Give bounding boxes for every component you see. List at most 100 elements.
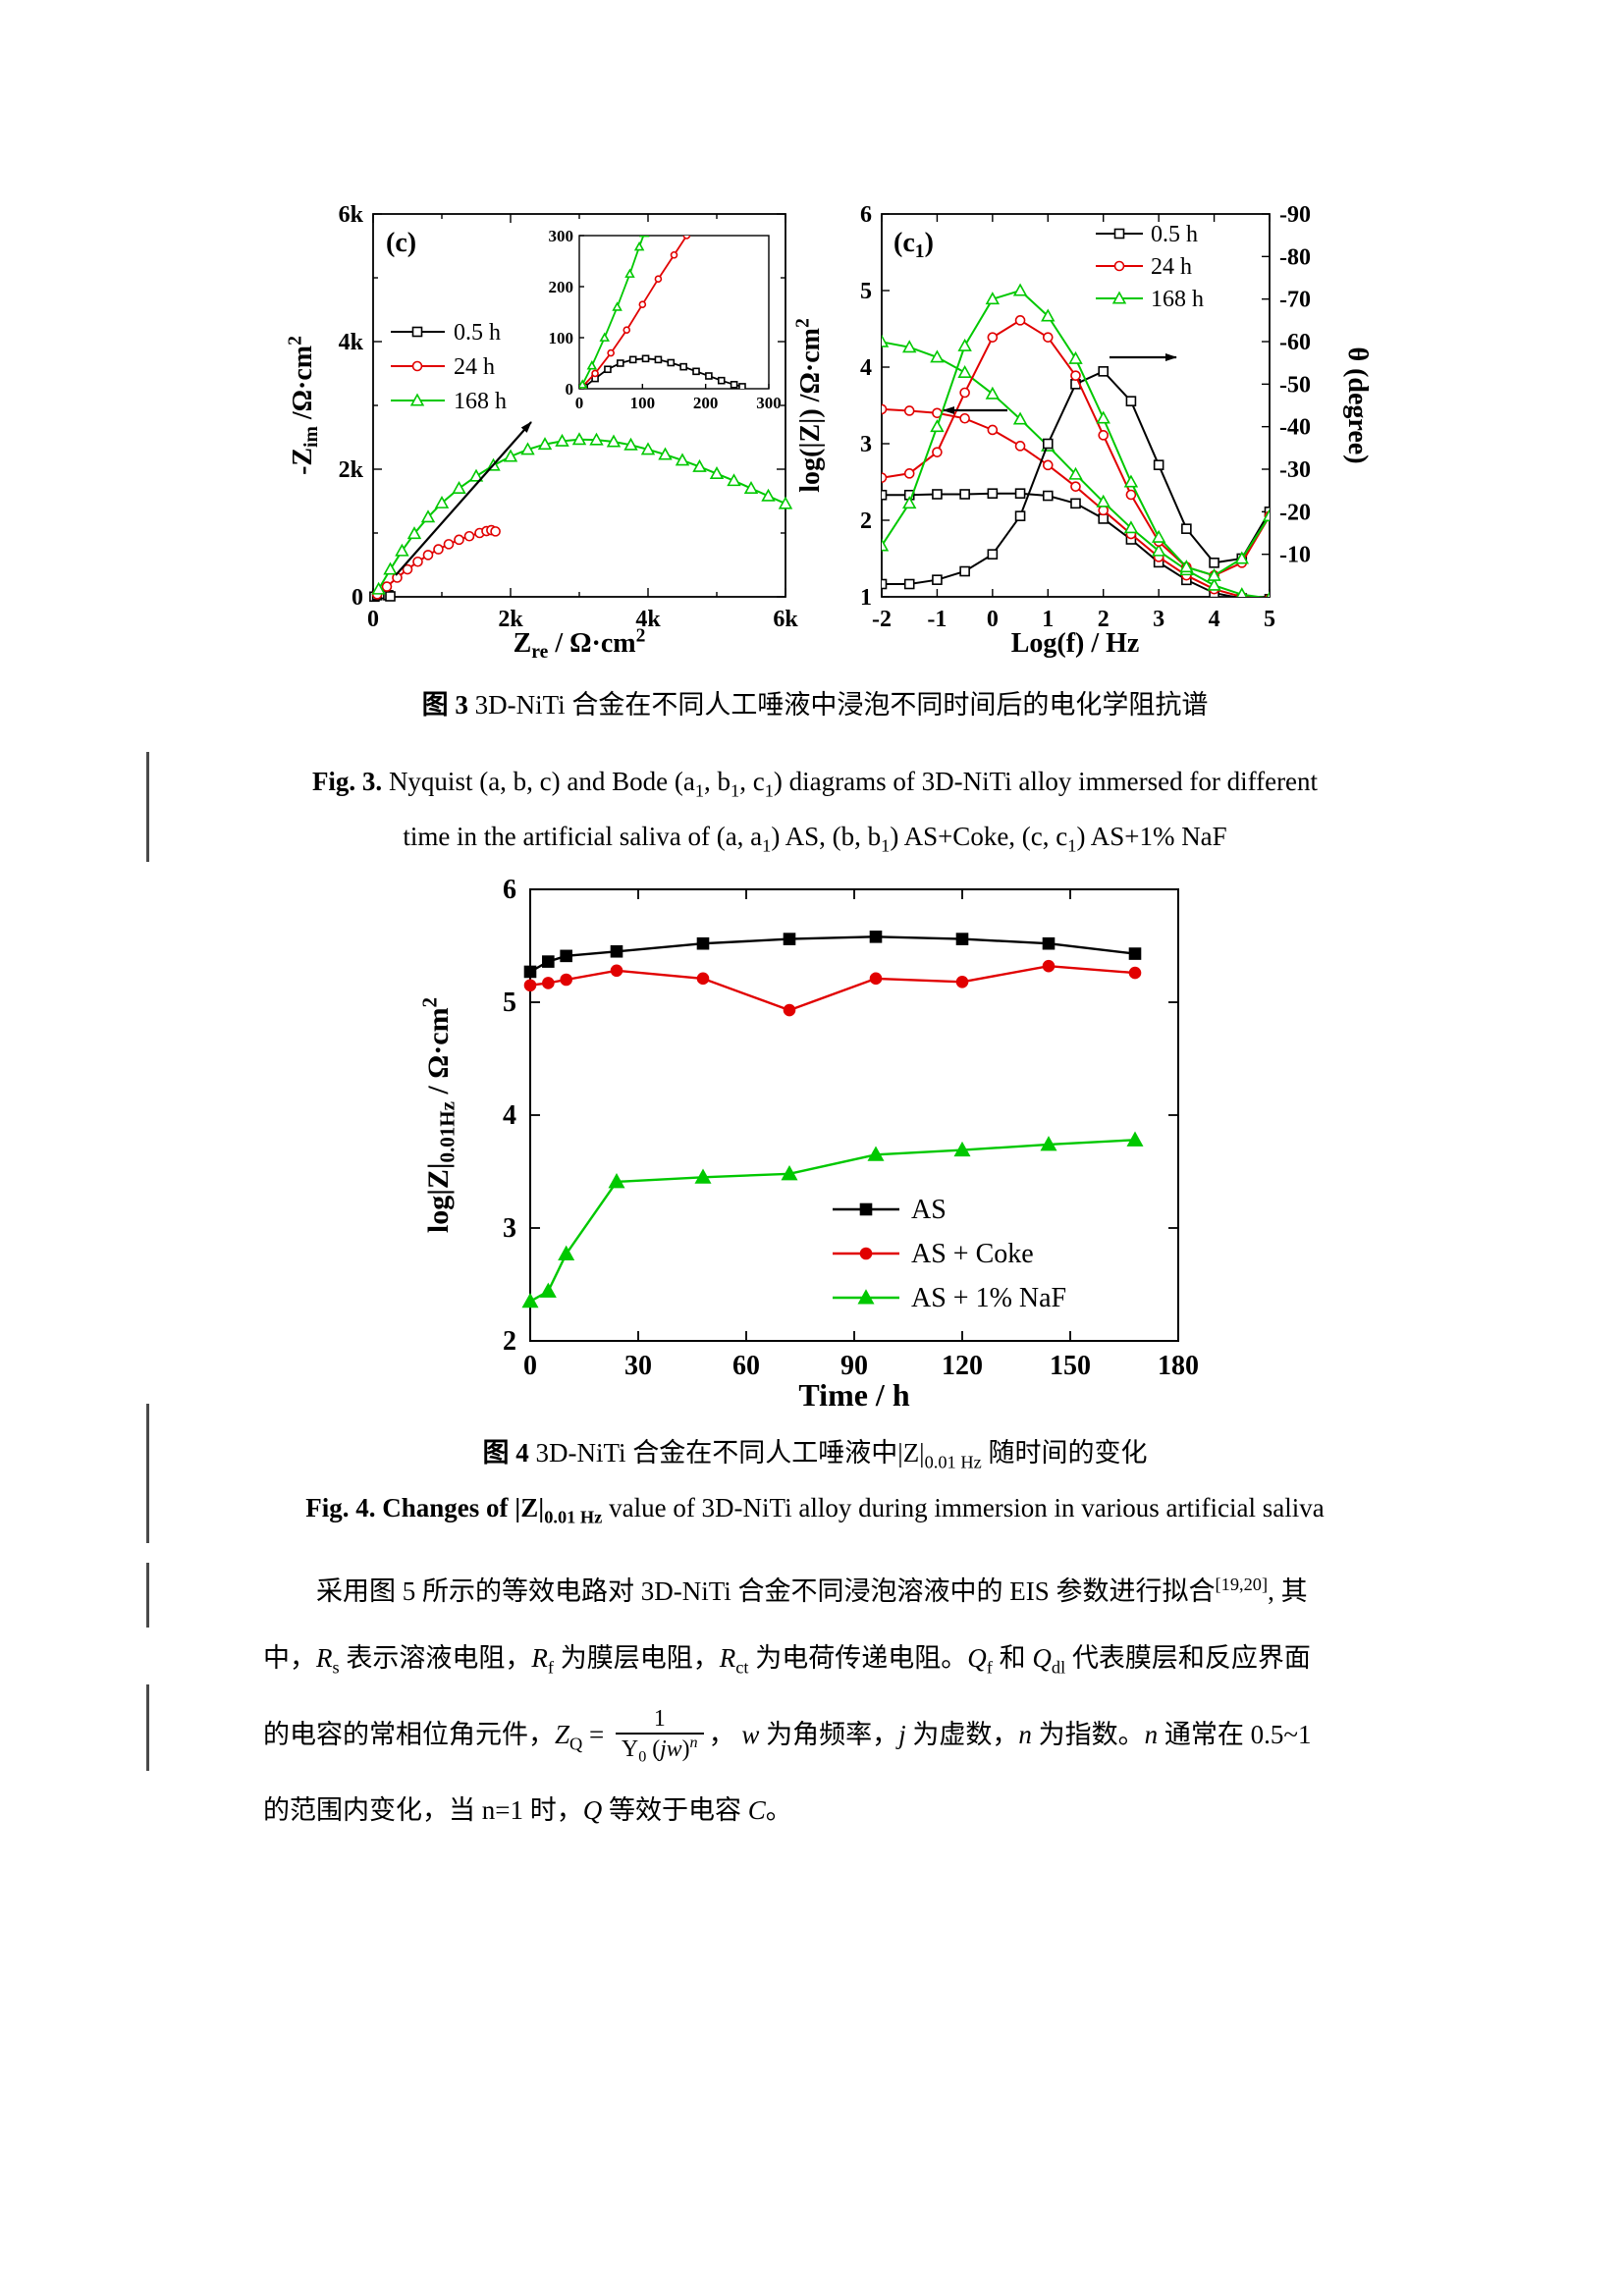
svg-text:Log(f) / Hz: Log(f) / Hz (1011, 628, 1140, 659)
svg-text:0.5 h: 0.5 h (1151, 222, 1198, 247)
paragraph-line: 的范围内变化，当 n=1 时，Q 等效于电容 C。 (263, 1794, 792, 1825)
paragraph-line: 的电容的常相位角元件，ZQ = 1 Y0 (jw)n， w 为角频率，j 为虚数，… (263, 1706, 1312, 1766)
svg-text:1: 1 (860, 585, 872, 611)
svg-text:-1: -1 (927, 607, 947, 632)
paragraph-line: 采用图 5 所示的等效电路对 3D-NiTi 合金不同浸泡溶液中的 EIS 参数… (316, 1575, 1308, 1607)
change-bar (146, 1563, 149, 1628)
svg-text:5: 5 (860, 279, 872, 304)
svg-text:0: 0 (523, 1351, 537, 1381)
svg-text:4: 4 (1209, 607, 1220, 632)
change-bar (146, 1404, 149, 1543)
svg-text:4k: 4k (635, 607, 661, 632)
svg-text:-70: -70 (1279, 288, 1311, 313)
svg-text:6: 6 (860, 202, 872, 228)
svg-text:AS: AS (911, 1195, 947, 1225)
svg-text:2k: 2k (498, 607, 523, 632)
svg-text:-20: -20 (1279, 500, 1311, 525)
svg-text:(c1): (c1) (893, 228, 934, 262)
svg-text:-30: -30 (1279, 457, 1311, 483)
body-paragraph: 采用图 5 所示的等效电路对 3D-NiTi 合金不同浸泡溶液中的 EIS 参数… (263, 1551, 1412, 1843)
svg-text:Time / h: Time / h (798, 1377, 909, 1413)
figure4-caption-zh: 图 4 3D-NiTi 合金在不同人工唾液中|Z|0.01 Hz 随时间的变化 (482, 1438, 1148, 1472)
svg-text:-60: -60 (1279, 330, 1311, 355)
svg-text:200: 200 (549, 278, 574, 296)
svg-text:0: 0 (987, 607, 999, 632)
svg-text:2: 2 (503, 1326, 516, 1357)
svg-text:150: 150 (1050, 1351, 1091, 1381)
svg-text:5: 5 (503, 988, 516, 1018)
impedance-series-24 h (882, 403, 1270, 597)
figure4-chart: 0 30 60 90 120 150 180 2 3 4 5 6 Time / h log|Z|0.01H… (418, 875, 1199, 1413)
svg-text:100: 100 (630, 394, 656, 412)
series-AS (523, 931, 1142, 979)
axes: 0 30 60 90 120 150 180 2 3 4 5 6 Time / h log|Z|0.01H… (418, 875, 1199, 1413)
svg-text:90: 90 (840, 1351, 868, 1381)
svg-text:(c): (c) (386, 228, 416, 258)
svg-text:4k: 4k (339, 330, 364, 355)
svg-text:0: 0 (575, 394, 584, 412)
inset-series-0.5 h (580, 354, 746, 389)
svg-text:4: 4 (860, 355, 872, 381)
figure3-caption-en-line1: Fig. 3. Nyquist (a, b, c) and Bode (a1, … (311, 767, 1319, 801)
figure3-caption-zh: 图 3 3D-NiTi 合金在不同人工唾液中浸泡不同时间后的电化学阻抗谱 (421, 690, 1209, 720)
svg-text:0: 0 (352, 585, 363, 611)
paragraph-line: 中，Rs 表示溶液电阻，Rf 为膜层电阻，Rct 为电荷传递电阻。Qf 和 Qd… (263, 1643, 1311, 1678)
svg-text:200: 200 (693, 394, 719, 412)
svg-text:24 h: 24 h (454, 354, 495, 380)
svg-text:-50: -50 (1279, 372, 1311, 398)
series-AS + 1% NaF (521, 1131, 1144, 1308)
svg-text:Zre / Ω·cm2: Zre / Ω·cm2 (514, 625, 646, 663)
svg-text:4: 4 (503, 1100, 516, 1131)
legend: 0.5 h 24 h 168 h (391, 320, 507, 414)
svg-text:3: 3 (503, 1213, 516, 1244)
svg-text:1: 1 (1042, 607, 1054, 632)
svg-text:-10: -10 (1279, 543, 1311, 568)
svg-text:3: 3 (1153, 607, 1164, 632)
svg-text:100: 100 (549, 329, 574, 347)
figure4-caption-en: Fig. 4. Changes of |Z|0.01 Hz value of 3… (305, 1493, 1325, 1527)
svg-text:0.5 h: 0.5 h (454, 320, 501, 346)
svg-text:300: 300 (756, 394, 782, 412)
svg-text:30: 30 (624, 1351, 652, 1381)
series-168 h (371, 432, 793, 595)
svg-text:log(|Z|) /Ω·cm2: log(|Z|) /Ω·cm2 (792, 318, 826, 493)
svg-text:-80: -80 (1279, 244, 1311, 270)
svg-text:log|Z|0.01Hz / Ω·cm2: log|Z|0.01Hz / Ω·cm2 (418, 997, 460, 1233)
svg-text:3: 3 (860, 432, 872, 457)
svg-text:168 h: 168 h (1151, 287, 1204, 312)
svg-text:2k: 2k (339, 457, 364, 483)
legend: AS AS + Coke AS + 1% NaF (833, 1195, 1066, 1313)
svg-text:θ (degree): θ (degree) (1342, 347, 1373, 463)
svg-text:-90: -90 (1279, 202, 1311, 228)
change-bar (146, 752, 149, 862)
impedance-series-0.5 h (882, 488, 1270, 597)
svg-text:168 h: 168 h (454, 389, 507, 414)
svg-text:60: 60 (732, 1351, 760, 1381)
svg-text:120: 120 (942, 1351, 983, 1381)
series-AS + Coke (523, 959, 1142, 1017)
svg-text:0: 0 (566, 380, 574, 399)
svg-text:300: 300 (549, 227, 574, 245)
svg-text:5: 5 (1264, 607, 1275, 632)
svg-text:6: 6 (503, 875, 516, 905)
svg-text:2: 2 (860, 508, 872, 534)
svg-text:AS + 1% NaF: AS + 1% NaF (911, 1283, 1066, 1313)
phase-series-168 h (882, 283, 1270, 581)
legend: 0.5 h 24 h 168 h (1096, 222, 1204, 312)
series-24 h (371, 524, 501, 600)
svg-text:6k: 6k (339, 202, 364, 228)
svg-text:AS + Coke: AS + Coke (911, 1239, 1034, 1269)
change-bar (146, 1684, 149, 1771)
nyquist-inset: 0 100 200 300 0 100 200 300 (538, 222, 782, 418)
svg-text:0: 0 (367, 607, 379, 632)
svg-text:24 h: 24 h (1151, 254, 1192, 280)
axes: 0 2k 4k 6k 0 2k 4k 6k Zre / Ω·cm2 -Zim /Ω·cm2 (285, 202, 798, 663)
svg-text:-40: -40 (1279, 415, 1311, 441)
svg-text:180: 180 (1158, 1351, 1199, 1381)
svg-text:-2: -2 (872, 607, 892, 632)
inset-series-168 h (579, 236, 650, 389)
svg-text:-Zim /Ω·cm2: -Zim /Ω·cm2 (285, 336, 322, 475)
